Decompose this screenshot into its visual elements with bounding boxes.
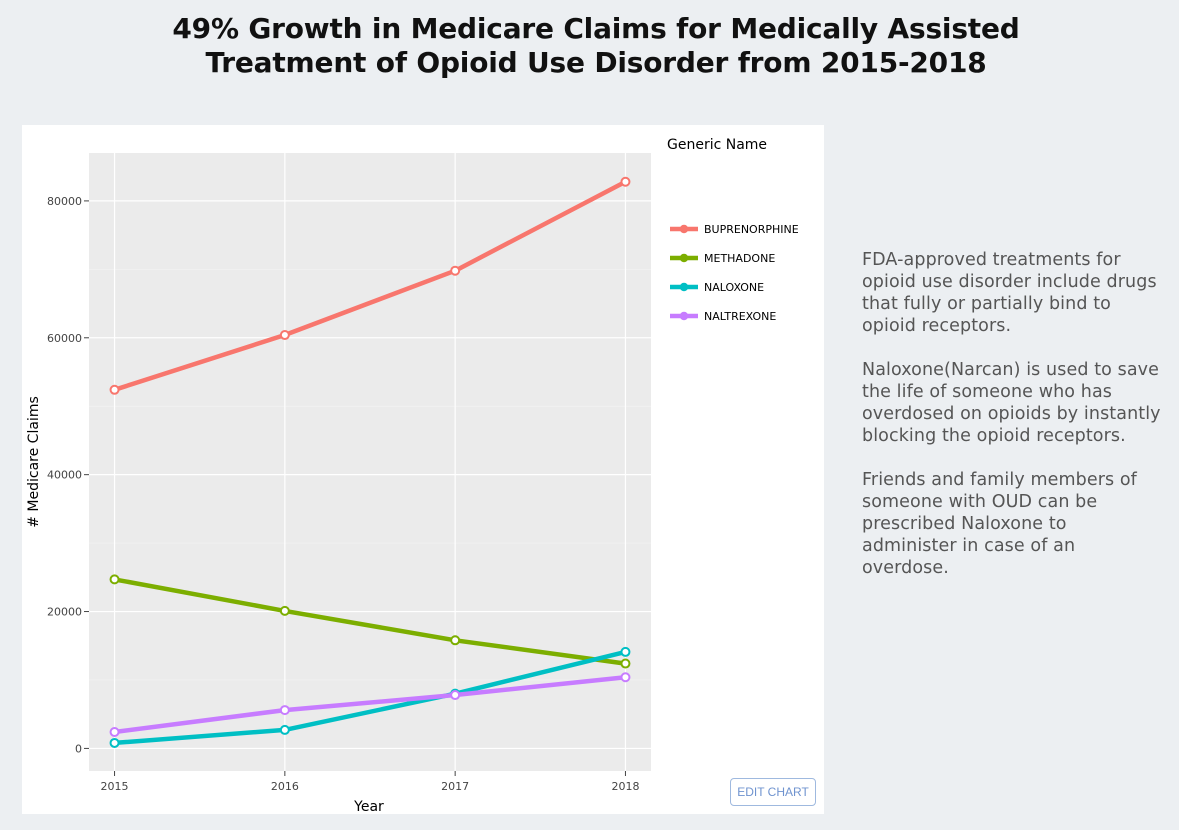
data-point-buprenorphine[interactable] bbox=[450, 265, 461, 276]
data-point-naltrexone[interactable] bbox=[620, 672, 631, 683]
chart-panel: 0 20000 40000 60000 80000 2015 2016 2017 2018 #… bbox=[22, 125, 824, 814]
legend-marker-buprenorphine bbox=[679, 224, 689, 234]
series-lines bbox=[109, 176, 631, 748]
sidebar-paragraph-3: Friends and family members of someone wi… bbox=[862, 470, 1137, 578]
series-line-buprenorphine[interactable] bbox=[112, 179, 628, 393]
legend[interactable]: BUPRENORPHINE METHADONE NALOXONE NALTREXONE bbox=[670, 223, 799, 323]
data-point-methadone[interactable] bbox=[109, 574, 120, 585]
legend-marker-naloxone bbox=[679, 282, 689, 292]
x-axis-label: Year bbox=[353, 799, 384, 814]
line-chart[interactable]: 0 20000 40000 60000 80000 2015 2016 2017 2018 #… bbox=[22, 125, 824, 814]
y-axis-label: # Medicare Claims bbox=[26, 396, 42, 528]
x-tick-label: 2015 bbox=[101, 780, 129, 793]
title-line-1: 49% Growth in Medicare Claims for Medica… bbox=[172, 12, 1020, 45]
page-title: 49% Growth in Medicare Claims for Medica… bbox=[0, 12, 1179, 80]
y-tick-label: 80000 bbox=[47, 195, 82, 208]
data-point-naltrexone[interactable] bbox=[279, 705, 290, 716]
series-line-methadone[interactable] bbox=[112, 577, 628, 666]
x-tick-label: 2016 bbox=[271, 780, 299, 793]
sidebar-paragraph-2: Naloxone(Narcan) is used to save the lif… bbox=[862, 360, 1161, 446]
legend-marker-methadone bbox=[679, 253, 689, 263]
data-point-naltrexone[interactable] bbox=[450, 690, 461, 701]
data-point-methadone[interactable] bbox=[620, 658, 631, 669]
legend-label-methadone[interactable]: METHADONE bbox=[704, 252, 775, 265]
plot-background bbox=[89, 153, 651, 771]
data-point-buprenorphine[interactable] bbox=[109, 384, 120, 395]
data-point-naloxone[interactable] bbox=[109, 737, 120, 748]
data-point-naloxone[interactable] bbox=[620, 646, 631, 657]
data-point-naloxone[interactable] bbox=[279, 724, 290, 735]
y-tick-label: 0 bbox=[75, 742, 82, 755]
data-point-methadone[interactable] bbox=[279, 605, 290, 616]
edit-chart-button[interactable]: EDIT CHART bbox=[730, 778, 816, 806]
data-point-methadone[interactable] bbox=[450, 635, 461, 646]
y-axis-ticks: 0 20000 40000 60000 80000 bbox=[47, 195, 89, 755]
legend-label-buprenorphine[interactable]: BUPRENORPHINE bbox=[704, 223, 799, 236]
legend-label-naloxone[interactable]: NALOXONE bbox=[704, 281, 764, 294]
sidebar-text: FDA-approved treatments for opioid use d… bbox=[862, 249, 1162, 601]
y-tick-label: 20000 bbox=[47, 606, 82, 619]
x-axis-ticks: 2015 2016 2017 2018 bbox=[101, 771, 639, 793]
series-line-naloxone[interactable] bbox=[112, 649, 628, 746]
legend-marker-naltrexone bbox=[679, 311, 689, 321]
data-point-buprenorphine[interactable] bbox=[279, 330, 290, 341]
legend-title: Generic Name bbox=[667, 137, 767, 153]
title-line-2: Treatment of Opioid Use Disorder from 20… bbox=[205, 46, 987, 79]
x-tick-label: 2018 bbox=[611, 780, 639, 793]
x-tick-label: 2017 bbox=[441, 780, 469, 793]
legend-label-naltrexone[interactable]: NALTREXONE bbox=[704, 310, 776, 323]
data-point-naltrexone[interactable] bbox=[109, 726, 120, 737]
series-line-naltrexone[interactable] bbox=[112, 674, 628, 735]
y-tick-label: 60000 bbox=[47, 332, 82, 345]
y-tick-label: 40000 bbox=[47, 469, 82, 482]
data-point-buprenorphine[interactable] bbox=[620, 176, 631, 187]
sidebar-paragraph-1: FDA-approved treatments for opioid use d… bbox=[862, 250, 1157, 336]
